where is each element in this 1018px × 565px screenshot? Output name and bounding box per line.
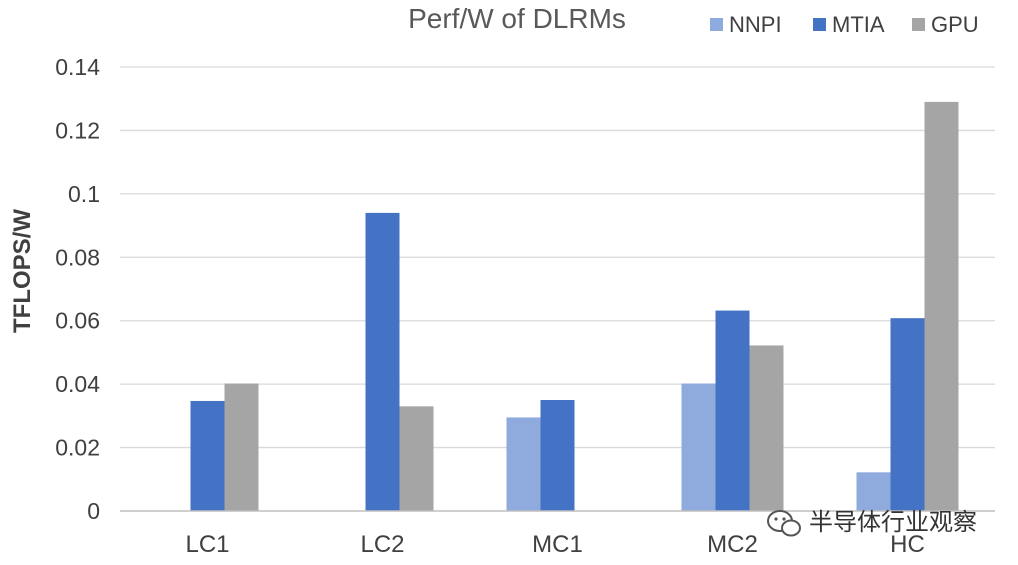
- legend-swatch-nnpi: [710, 18, 723, 31]
- x-tick-label: LC2: [360, 531, 404, 558]
- y-tick-label: 0.08: [55, 244, 100, 270]
- y-tick-label: 0.02: [55, 435, 100, 461]
- chart-title: Perf/W of DLRMs: [408, 3, 626, 34]
- watermark: 半导体行业观察: [767, 508, 977, 537]
- bar-nnpi-mc1: [506, 417, 541, 511]
- y-tick-label: 0.14: [55, 54, 100, 80]
- y-tick-label: 0.04: [55, 371, 100, 397]
- y-tick-label: 0.06: [55, 308, 100, 334]
- legend-label: NNPI: [729, 12, 782, 37]
- y-axis-ticks: 0 0.02 0.04 0.06 0.08 0.1 0.12 0.14: [55, 54, 100, 524]
- y-tick-label: 0.12: [55, 117, 100, 143]
- bar-gpu-lc2: [399, 406, 434, 511]
- bar-gpu-mc2: [749, 345, 784, 511]
- y-tick-label: 0: [87, 498, 100, 524]
- x-tick-label: MC1: [532, 531, 583, 558]
- bar-nnpi-mc2: [681, 383, 716, 511]
- y-axis-label: TFLOPS/W: [9, 209, 36, 333]
- x-tick-label: MC2: [707, 531, 758, 558]
- x-tick-label: HC: [890, 531, 925, 558]
- legend-swatch-gpu: [912, 18, 925, 31]
- bar-gpu-hc: [924, 101, 959, 511]
- x-tick-label: LC1: [185, 531, 229, 558]
- gridlines: [120, 66, 995, 449]
- bar-mtia-mc2: [715, 310, 750, 511]
- bars: [190, 101, 959, 511]
- bar-mtia-lc1: [190, 400, 225, 511]
- legend-swatch-mtia: [813, 18, 826, 31]
- bar-nnpi-hc: [856, 472, 891, 511]
- legend: NNPI MTIA GPU: [710, 12, 979, 37]
- bar-mtia-hc: [890, 318, 925, 511]
- legend-label: GPU: [931, 12, 979, 37]
- bar-mtia-lc2: [365, 212, 400, 511]
- y-tick-label: 0.1: [68, 181, 100, 207]
- watermark-text: 半导体行业观察: [809, 508, 977, 536]
- wechat-icon: [767, 510, 801, 537]
- bar-mtia-mc1: [540, 400, 575, 511]
- legend-label: MTIA: [832, 12, 885, 37]
- bar-gpu-lc1: [224, 383, 259, 511]
- x-axis-categories: LC1 LC2 MC1 MC2 HC: [185, 531, 924, 558]
